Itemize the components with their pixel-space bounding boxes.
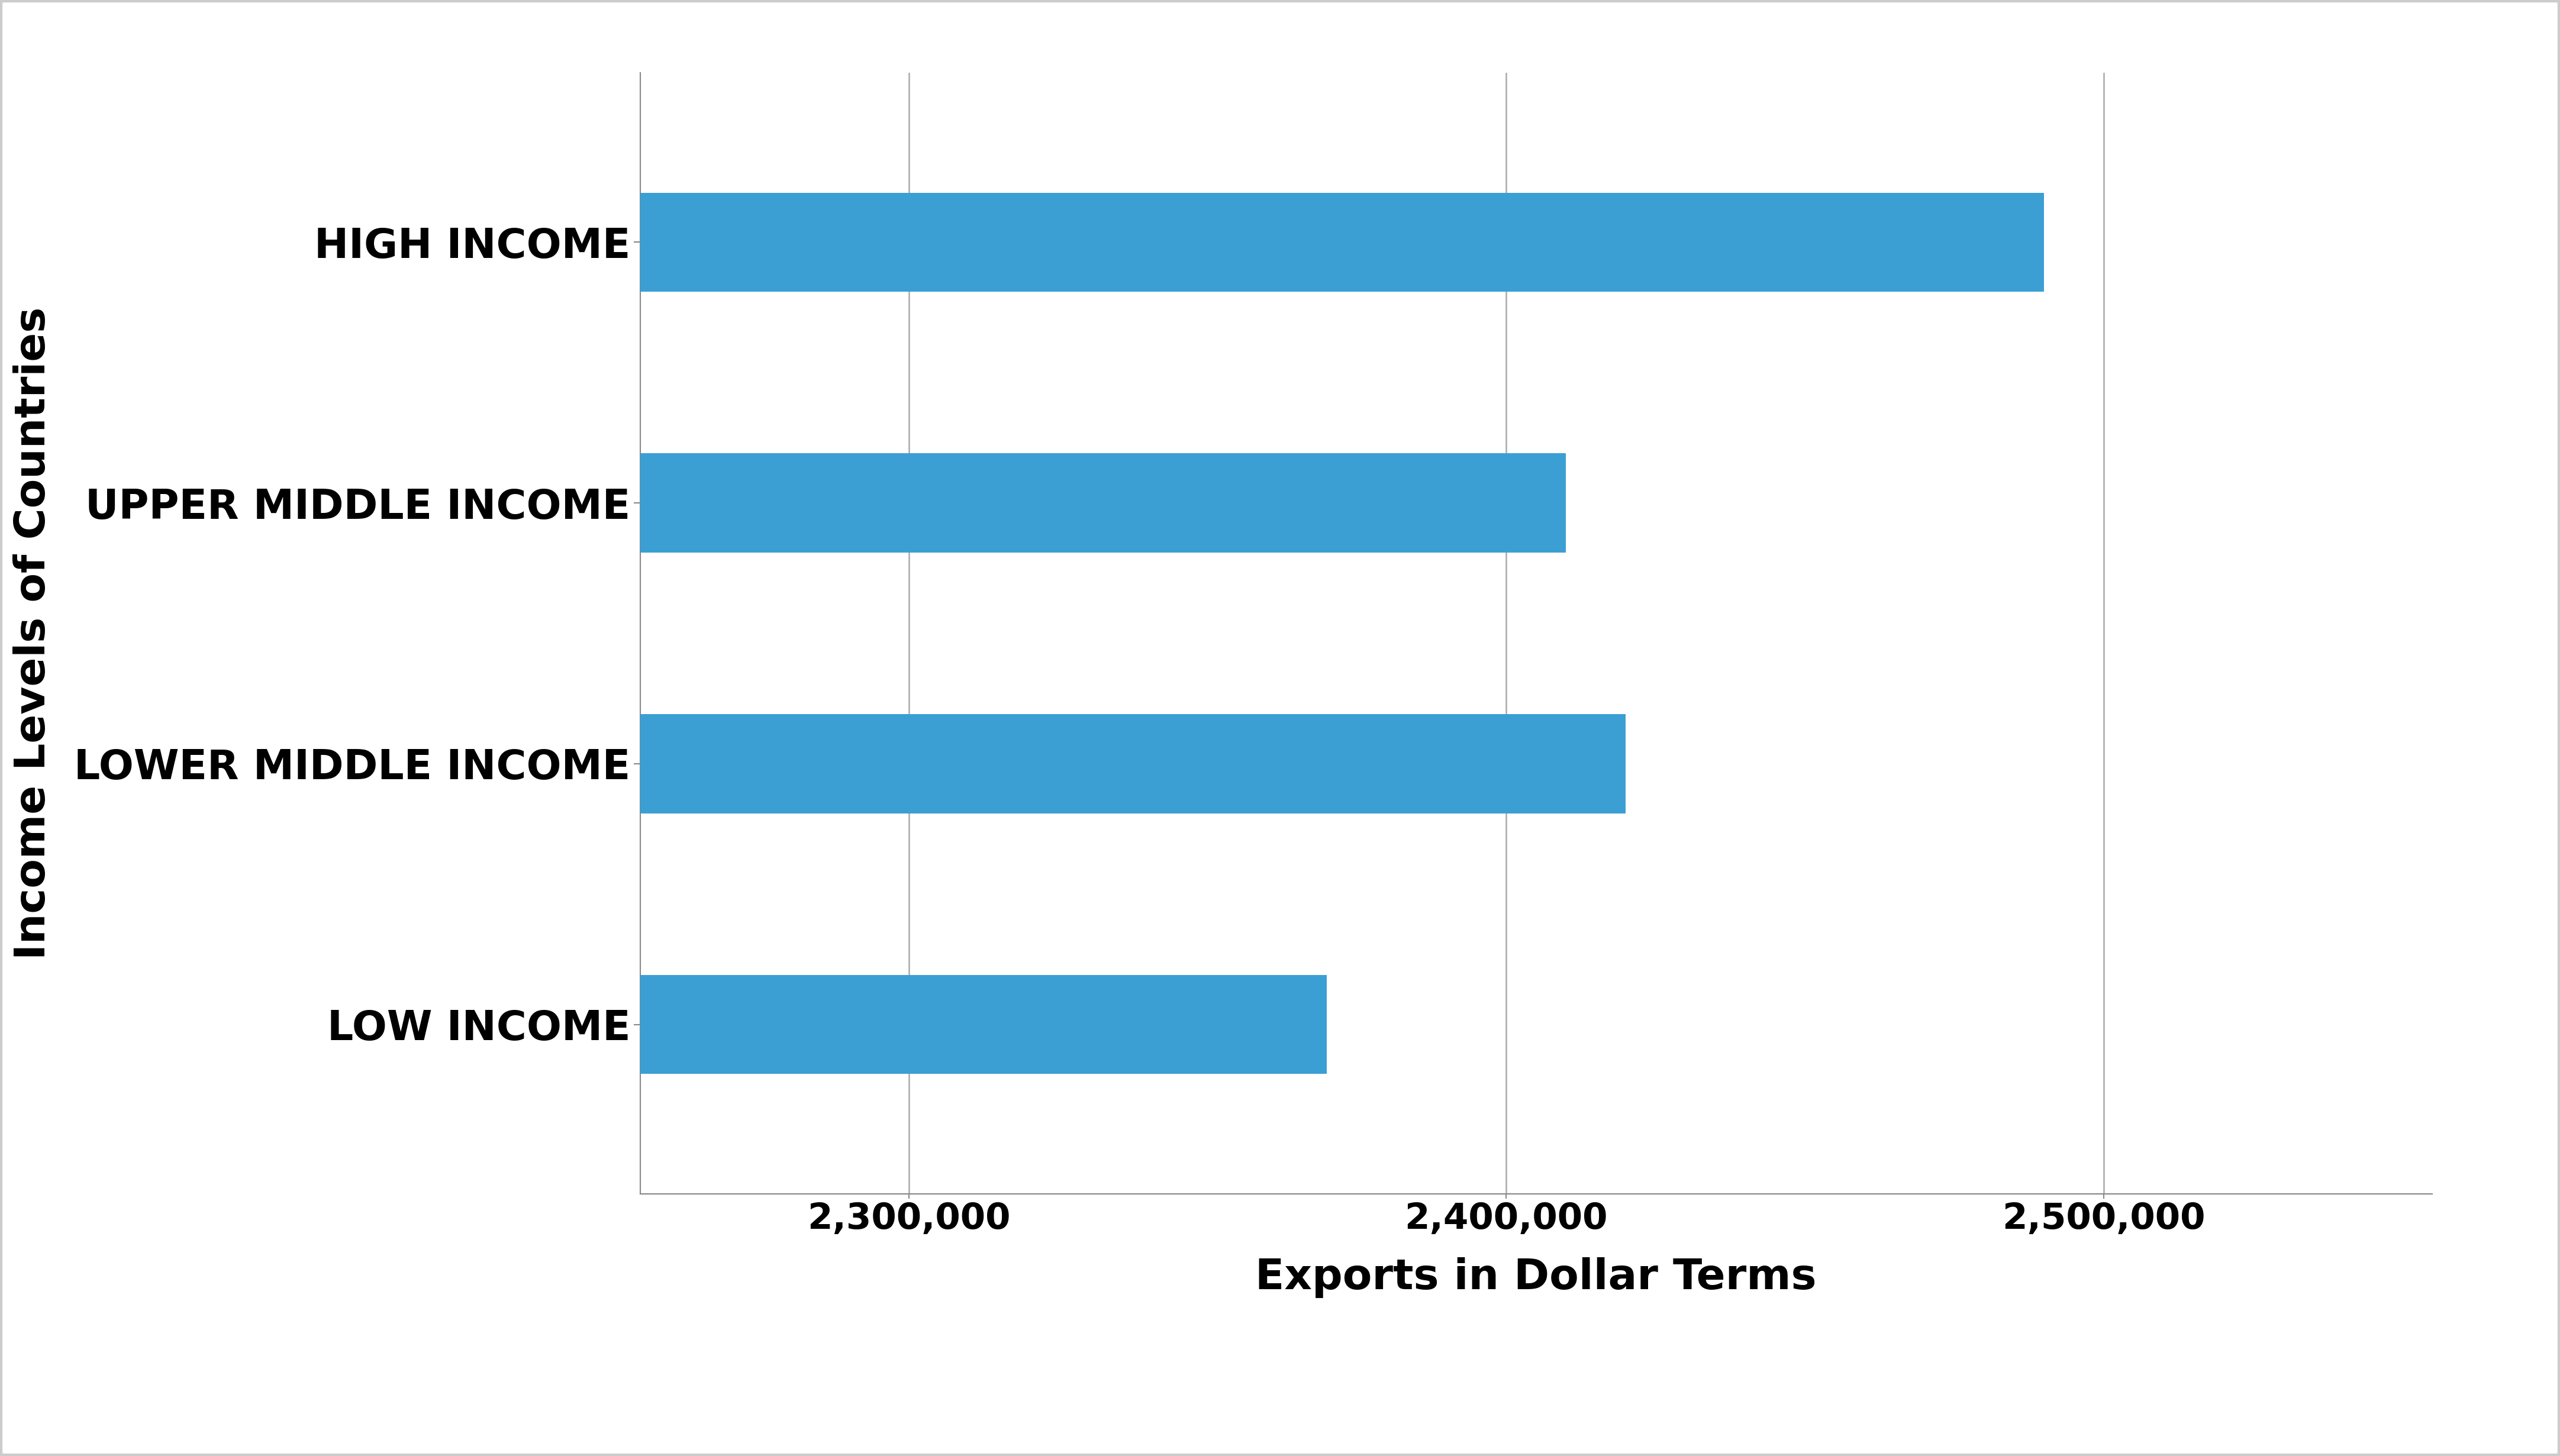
X-axis label: Exports in Dollar Terms: Exports in Dollar Terms	[1254, 1257, 1818, 1297]
Bar	[0, 192, 2043, 291]
Bar	[0, 976, 1326, 1075]
Bar	[0, 453, 1567, 552]
Y-axis label: Income Levels of Countries: Income Levels of Countries	[13, 307, 54, 960]
Bar	[0, 715, 1626, 814]
